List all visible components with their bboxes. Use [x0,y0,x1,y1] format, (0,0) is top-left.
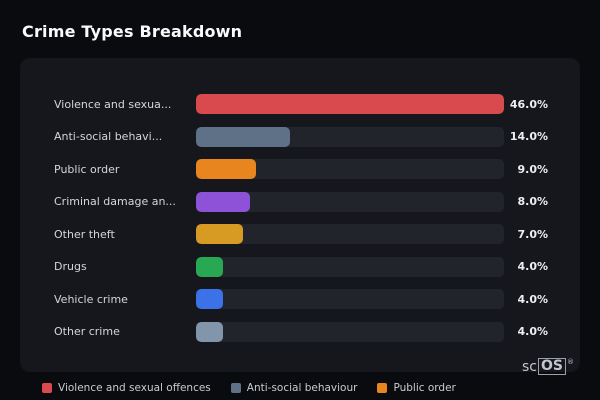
bar-row: Public order 9.0% [54,153,548,186]
legend-item[interactable]: Public order [377,382,456,394]
bar-row: Drugs 4.0% [54,251,548,284]
bar-row: Other theft 7.0% [54,218,548,251]
bar-value-label: 9.0% [517,162,548,176]
bar-value-label: 4.0% [517,260,548,274]
bar-row: Criminal damage an... 8.0% [54,186,548,219]
watermark-boxed: OS [538,358,566,375]
bar-rows: Violence and sexua... 46.0% Anti-social … [20,58,580,348]
legend: Violence and sexual offences Anti-social… [42,382,456,394]
bar-fill[interactable] [196,191,250,212]
bar-value-label: 46.0% [509,97,548,111]
bar-row: Anti-social behavi... 14.0% [54,121,548,154]
bar-track[interactable] [196,191,504,212]
legend-item[interactable]: Violence and sexual offences [42,382,211,394]
page-title: Crime Types Breakdown [22,22,243,41]
bar-value-label: 7.0% [517,227,548,241]
legend-item[interactable]: Anti-social behaviour [230,382,358,394]
bar-value-label: 14.0% [509,130,548,144]
bar-category-label: Other crime [54,325,120,339]
bar-track[interactable] [196,321,504,342]
legend-label: Violence and sexual offences [58,382,211,394]
legend-label: Public order [393,382,456,394]
bar-fill[interactable] [196,289,223,310]
bar-row: Other crime 4.0% [54,316,548,349]
bar-track[interactable] [196,159,504,180]
watermark-prefix: sc [522,358,538,375]
chart-card: Violence and sexua... 46.0% Anti-social … [20,58,580,372]
bar-track[interactable] [196,224,504,245]
bar-track[interactable] [196,256,504,277]
legend-label: Anti-social behaviour [246,382,358,394]
bar-category-label: Drugs [54,260,87,274]
bar-category-label: Public order [54,162,120,176]
bar-fill[interactable] [196,321,223,342]
bar-fill[interactable] [196,159,257,180]
bar-track[interactable] [196,126,504,147]
bar-row: Vehicle crime 4.0% [54,283,548,316]
legend-swatch-icon [377,383,388,393]
bar-category-label: Violence and sexua... [54,97,172,111]
bar-value-label: 4.0% [517,292,548,306]
bar-row: Violence and sexua... 46.0% [54,88,548,121]
bar-category-label: Vehicle crime [54,292,128,306]
registered-mark-icon: ® [567,358,574,366]
bar-category-label: Other theft [54,227,115,241]
legend-swatch-icon [42,383,52,393]
bar-category-label: Anti-social behavi... [54,130,163,144]
bar-fill[interactable] [196,126,290,147]
legend-swatch-icon [230,383,241,393]
watermark-logo: sc OS ® [522,358,574,375]
bar-fill[interactable] [196,256,223,277]
bar-value-label: 4.0% [517,325,548,339]
bar-track[interactable] [196,289,504,310]
bar-fill[interactable] [196,224,243,245]
bar-fill[interactable] [196,94,504,115]
bar-category-label: Criminal damage an... [54,195,176,209]
bar-value-label: 8.0% [517,195,548,209]
bar-track[interactable] [196,94,504,115]
